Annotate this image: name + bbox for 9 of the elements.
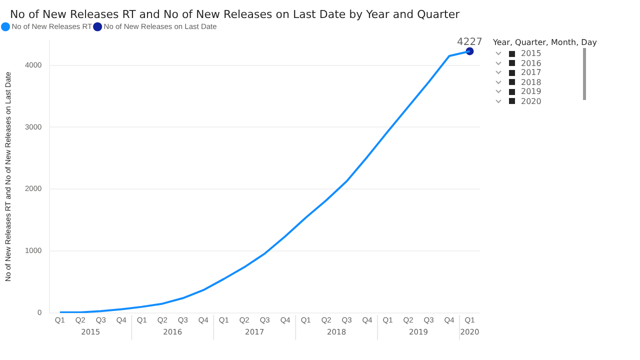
text: 2018	[521, 78, 542, 87]
text: 2017	[521, 68, 542, 78]
chart-title: No of New Releases RT and No of New Releases on Last Date by Year and Quarter	[10, 8, 460, 21]
text: 2020	[521, 96, 542, 106]
text: 2019	[521, 87, 542, 96]
data-label: 4227	[457, 36, 482, 48]
text: Year, Quarter, Month, Day	[493, 38, 597, 47]
text: 2016	[521, 58, 542, 68]
text: 2015	[521, 49, 542, 58]
